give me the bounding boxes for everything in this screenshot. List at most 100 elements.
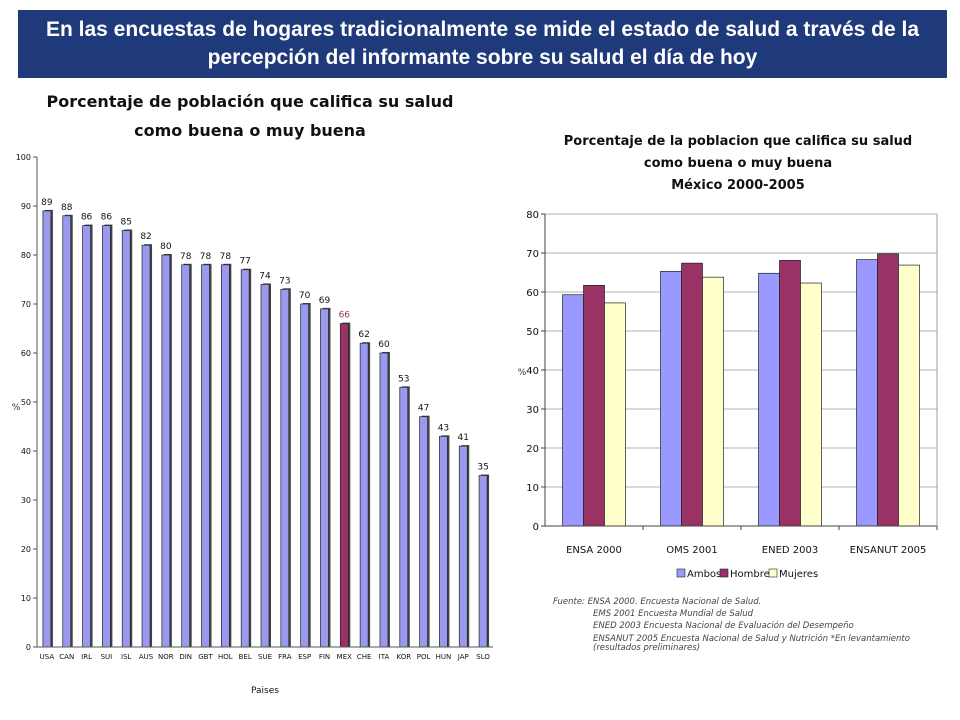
- chart1-ytick-label: 30: [21, 496, 31, 505]
- legend-label-mujeres: Mujeres: [779, 569, 818, 580]
- chart2-title-line1: Porcentaje de la poblacion que califica …: [564, 134, 912, 149]
- chart2-ytick-label: 10: [526, 483, 539, 494]
- chart1-title-line1: Porcentaje de población que califica su …: [46, 92, 453, 111]
- chart1-bar-slo: [478, 475, 488, 648]
- chart1-value-label: 35: [477, 463, 488, 473]
- chart1-value-label: 62: [358, 330, 369, 340]
- chart1-x-axis-label: Paises: [251, 686, 279, 696]
- header-title: En las encuestas de hogares tradicionalm…: [45, 18, 920, 69]
- chart1-bar-irl: [82, 225, 91, 648]
- legend-swatch-ambos: [676, 568, 686, 578]
- chart1-value-label: 53: [398, 374, 409, 384]
- legend-swatch-mujeres: [768, 568, 778, 578]
- chart1-bar-isl: [121, 230, 131, 648]
- chart1-xtick-label: CAN: [59, 653, 74, 661]
- chart2-ytick-label: 50: [526, 327, 539, 338]
- chart2-bar-mujeres: [898, 264, 920, 527]
- chart1-bar-gbt: [201, 264, 210, 648]
- source-line-1: Fuente: ENSA 2000. Encuesta Nacional de …: [553, 597, 762, 607]
- chart1-ytick-label: 90: [21, 202, 31, 211]
- chart1-bar-bel: [240, 269, 250, 648]
- chart1-ytick-label: 20: [21, 545, 31, 554]
- chart2-bar-mujeres: [800, 282, 822, 527]
- chart1-value-label: 80: [160, 242, 172, 252]
- source-line-3: ENED 2003 Encuesta Nacional de Evaluació…: [593, 621, 854, 631]
- chart2-bar-ambos: [660, 270, 682, 527]
- chart2-xtick-label: ENED 2003: [762, 545, 818, 556]
- chart1-xtick-label: USA: [40, 653, 55, 661]
- chart1-value-label: 78: [180, 252, 192, 262]
- chart2-bar-hombres: [779, 260, 801, 527]
- chart1-xtick-label: BEL: [239, 653, 252, 661]
- chart1-value-label: 74: [259, 271, 271, 281]
- chart1-xtick-label: HUN: [436, 653, 452, 661]
- legend-label-ambos: Ambos: [687, 569, 721, 580]
- chart1-bar-hun: [439, 435, 448, 648]
- chart1-value-label: 69: [319, 296, 331, 306]
- chart2-xtick-label: OMS 2001: [666, 545, 717, 556]
- mexico-health-chart: Porcentaje de la poblacion que califica …: [518, 134, 938, 580]
- chart1-ytick-label: 70: [21, 300, 31, 309]
- chart1-bar-nor: [161, 254, 171, 648]
- chart1-ytick-label: 0: [26, 643, 31, 652]
- chart2-ytick-label: 20: [526, 444, 539, 455]
- chart1-bar-esp: [300, 303, 310, 648]
- chart1-value-label: 82: [140, 232, 151, 242]
- chart1-xtick-label: AUS: [139, 653, 154, 661]
- chart2-bar-mujeres: [604, 302, 626, 527]
- chart1-xtick-label: SLO: [476, 653, 490, 661]
- chart2-bar-ambos: [758, 272, 780, 527]
- chart1-bar-fin: [320, 308, 329, 648]
- chart1-bar-che: [359, 342, 369, 648]
- chart2-bar-hombres: [681, 262, 703, 527]
- chart1-value-label: 78: [220, 252, 232, 262]
- chart1-value-label: 77: [239, 257, 250, 267]
- chart1-value-label: 89: [41, 198, 53, 208]
- chart1-ytick-label: 40: [21, 447, 31, 456]
- chart1-xtick-label: NOR: [158, 653, 174, 661]
- chart1-value-label: 60: [378, 340, 390, 350]
- legend-label-hombres: Hombres: [730, 569, 775, 580]
- chart2-bar-hombres: [583, 285, 605, 527]
- chart1-ytick-label: 10: [21, 594, 31, 603]
- chart1-bar-aus: [141, 244, 151, 648]
- chart1-bar-jap: [458, 445, 468, 648]
- chart1-xtick-label: ITA: [379, 653, 390, 661]
- chart2-ytick-label: 80: [526, 210, 539, 221]
- chart1-xtick-label: KOR: [396, 653, 411, 661]
- chart2-bar-ambos: [562, 294, 584, 527]
- chart1-value-label: 41: [458, 433, 469, 443]
- chart1-xtick-label: ESP: [298, 653, 311, 661]
- chart2-y-axis-label: %: [518, 368, 527, 378]
- source-line-2: EMS 2001 Encuesta Mundial de Salud: [593, 609, 754, 619]
- chart2-ytick-label: 70: [526, 249, 539, 260]
- chart1-xtick-label: POL: [417, 653, 431, 661]
- chart1-value-label: 78: [200, 252, 212, 262]
- chart2-bar-mujeres: [702, 276, 724, 527]
- chart2-xtick-label: ENSA 2000: [566, 545, 622, 556]
- chart1-xtick-label: SUI: [101, 653, 113, 661]
- chart1-xtick-label: IRL: [81, 653, 92, 661]
- chart1-bar-can: [62, 215, 72, 648]
- chart1-bar-fra: [280, 288, 290, 648]
- chart2-ytick-label: 40: [526, 366, 539, 377]
- chart1-xtick-label: FIN: [319, 653, 330, 661]
- chart1-bar-hol: [220, 264, 230, 648]
- chart1-y-axis-label: %: [12, 403, 21, 413]
- chart1-xtick-label: HOL: [218, 653, 233, 661]
- chart1-xtick-label: FRA: [278, 653, 292, 661]
- chart2-xtick-label: ENSANUT 2005: [850, 545, 927, 556]
- header-banner: En las encuestas de hogares tradicionalm…: [18, 10, 947, 78]
- chart1-xtick-label: GBT: [198, 653, 213, 661]
- chart2-ytick-label: 60: [526, 288, 539, 299]
- chart1-ytick-label: 100: [16, 153, 31, 162]
- chart1-bar-ita: [379, 352, 389, 648]
- chart1-value-label: 73: [279, 276, 290, 286]
- chart1-bar-pol: [419, 416, 428, 648]
- chart1-value-label: 86: [81, 213, 93, 223]
- chart1-value-label: 85: [120, 218, 131, 228]
- chart2-legend: Ambos Hombres Mujeres: [676, 568, 818, 580]
- chart2-bar-hombres: [877, 253, 899, 527]
- chart2-ytick-label: 30: [526, 405, 539, 416]
- chart1-value-label: 86: [101, 213, 113, 223]
